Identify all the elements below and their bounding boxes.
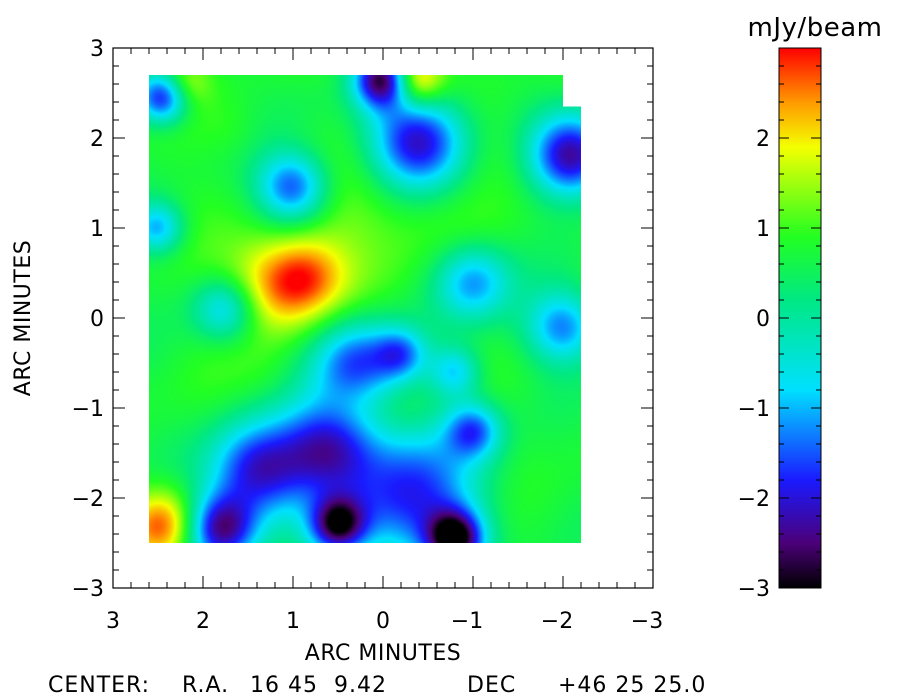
- x-tick-label: −2: [541, 609, 573, 634]
- y-axis-tick-labels: 3 2 1 0 −1 −2 −3: [72, 37, 104, 602]
- y-tick-label: −3: [72, 577, 104, 602]
- center-caption: CENTER: R.A. 16 45 9.42 DEC +46 25 25.0: [48, 673, 706, 696]
- colorbar-tick-label: 2: [756, 127, 770, 152]
- colorbar-tick-label: −1: [738, 397, 770, 422]
- dec-label: DEC: [467, 673, 516, 696]
- ra-label: R.A.: [182, 673, 229, 696]
- heatmap-raster: [149, 75, 581, 543]
- ra-value: 16 45 9.42: [250, 673, 387, 696]
- x-tick-label: −1: [451, 609, 483, 634]
- x-axis-tick-labels: 3 2 1 0 −1 −2 −3: [106, 609, 663, 634]
- x-tick-label: 1: [286, 609, 300, 634]
- y-tick-label: −2: [72, 487, 104, 512]
- y-tick-label: 3: [90, 37, 104, 62]
- y-axis-label: ARC MINUTES: [11, 240, 36, 396]
- y-tick-label: 0: [90, 307, 104, 332]
- colorbar-tick-label: 1: [756, 217, 770, 242]
- y-tick-label: 1: [90, 217, 104, 242]
- x-tick-label: 2: [196, 609, 210, 634]
- colorbar-tick-label: −2: [738, 487, 770, 512]
- y-tick-label: 2: [90, 127, 104, 152]
- x-axis-ticks: [112, 48, 654, 588]
- colorbar-ticks: [779, 47, 821, 589]
- y-axis-ticks: [113, 47, 653, 589]
- colorbar-label: mJy/beam: [748, 13, 883, 43]
- heatmap-image: [149, 75, 581, 543]
- x-axis-label: ARC MINUTES: [305, 641, 461, 666]
- dec-value: +46 25 25.0: [558, 673, 706, 696]
- x-tick-label: 3: [106, 609, 120, 634]
- colorbar: 2 1 0 −1 −2 −3 mJy/beam: [738, 13, 883, 602]
- y-tick-label: −1: [72, 397, 104, 422]
- x-tick-label: 0: [376, 609, 390, 634]
- colorbar-tick-labels: 2 1 0 −1 −2 −3: [738, 127, 770, 602]
- center-label: CENTER:: [48, 673, 150, 696]
- colorbar-tick-label: −3: [738, 577, 770, 602]
- colorbar-tick-label: 0: [756, 307, 770, 332]
- x-tick-label: −3: [631, 609, 663, 634]
